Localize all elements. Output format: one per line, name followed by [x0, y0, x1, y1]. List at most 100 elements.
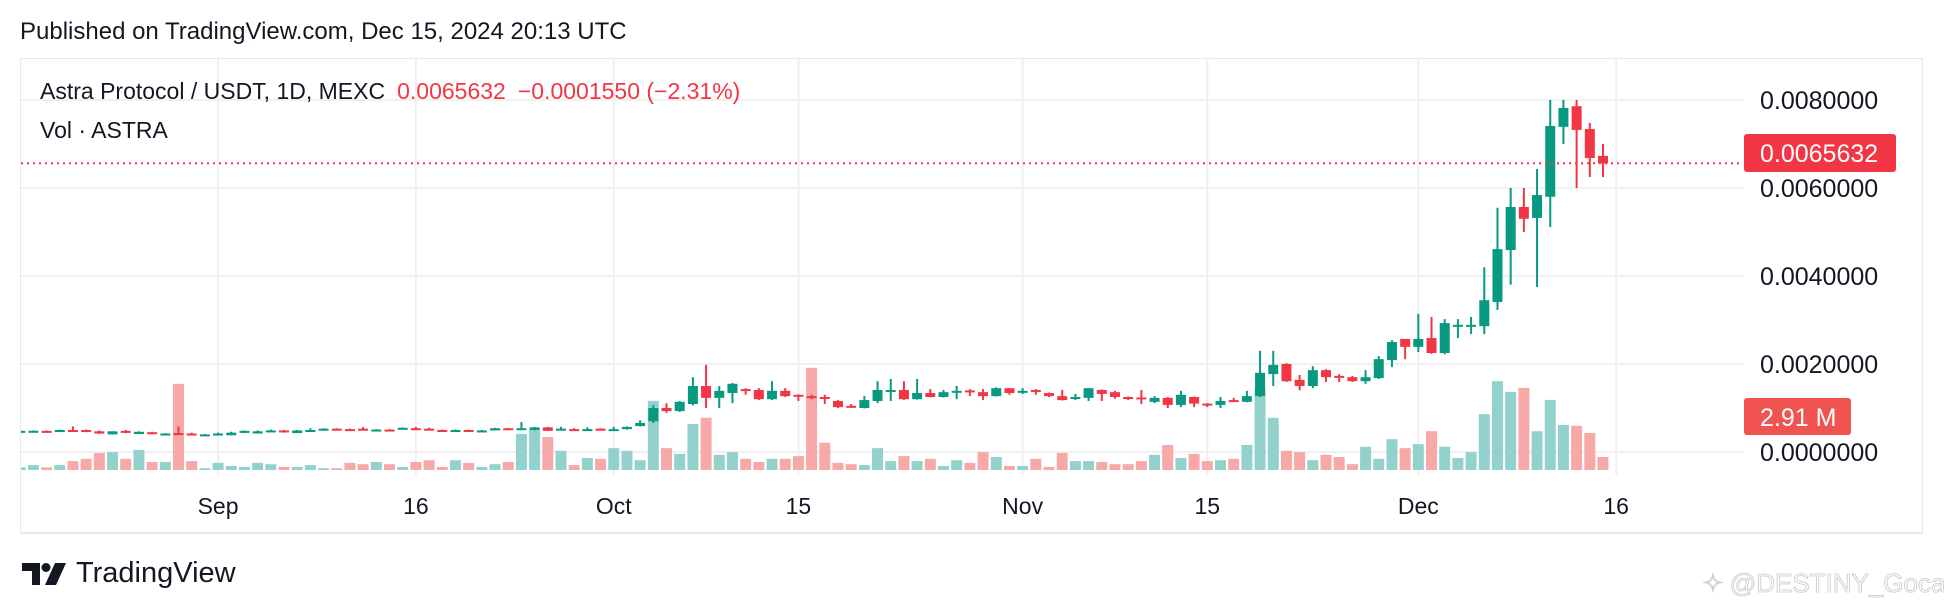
candle — [120, 430, 131, 434]
candle-body — [147, 432, 158, 435]
candle-body — [1149, 397, 1160, 402]
candle-body — [767, 390, 778, 400]
candle — [687, 377, 698, 406]
volume-bar — [1518, 387, 1530, 470]
volume-bar — [1267, 417, 1279, 470]
candle — [424, 427, 435, 431]
candle — [674, 400, 685, 412]
volume-bar — [938, 465, 949, 470]
candle — [1334, 374, 1345, 383]
candle-body — [991, 388, 1002, 397]
tradingview-logo[interactable]: TradingView — [22, 557, 236, 590]
volume-bar — [1043, 466, 1055, 470]
time-tick-label: Nov — [1002, 493, 1043, 519]
grid — [21, 59, 1743, 475]
candle — [964, 389, 975, 397]
last-volume-tag-bg — [1744, 398, 1851, 435]
candle — [701, 364, 712, 408]
last-price-tag-bg — [1744, 134, 1896, 172]
candle-body — [1070, 397, 1081, 399]
price-axis[interactable]: 0.0080000 0.0060000 0.0040000 0.0020000 0.00… — [1760, 87, 1878, 467]
volume-legend[interactable]: Vol · ASTRA — [40, 117, 168, 143]
volume-bar — [54, 465, 66, 470]
volume-bar — [67, 461, 79, 470]
volume-bar — [1412, 444, 1424, 470]
candle-body — [898, 389, 909, 400]
candle — [1492, 207, 1503, 310]
candle-body — [1598, 155, 1608, 164]
candle-body — [410, 428, 421, 431]
candle — [1136, 389, 1147, 405]
candle — [1109, 390, 1120, 399]
volume-bar — [898, 456, 910, 470]
candle — [1149, 396, 1160, 404]
candle — [1321, 369, 1332, 383]
candle-body — [885, 389, 896, 392]
tradingview-logo-icon — [22, 562, 66, 585]
volume-bar — [80, 458, 92, 470]
time-axis[interactable]: Sep 16 Oct 15 Nov 15 Dec 16 — [198, 493, 1629, 519]
price-tick-label: 0.0040000 — [1760, 263, 1878, 291]
volume-bar — [318, 468, 330, 470]
candle-body — [213, 433, 224, 436]
candle-body — [529, 427, 540, 430]
candle-body — [648, 408, 659, 422]
candle-body — [54, 430, 65, 432]
candle-body — [1321, 370, 1332, 378]
candle-body — [938, 392, 949, 397]
candle — [213, 432, 224, 436]
candle-body — [81, 430, 92, 432]
candle — [780, 388, 791, 397]
volume-bar — [1214, 460, 1226, 470]
candle — [160, 433, 171, 436]
candle — [1400, 338, 1411, 360]
candle — [331, 428, 342, 431]
time-tick-label: 15 — [786, 493, 812, 519]
candle-body — [1360, 377, 1371, 382]
volume-bar — [753, 461, 765, 470]
symbol-title[interactable]: Astra Protocol / USDT, 1D, MEXC — [40, 78, 386, 104]
candle — [1452, 319, 1463, 339]
candle-body — [635, 422, 646, 427]
candle-body — [1400, 338, 1411, 347]
candle — [252, 430, 263, 434]
volume-bar — [661, 448, 673, 470]
candle-body — [542, 427, 553, 431]
candle-body — [595, 428, 606, 431]
volume-bar — [951, 460, 963, 470]
volume-bar — [1254, 387, 1266, 470]
candle — [1228, 397, 1239, 403]
volume-bar — [370, 461, 382, 470]
candle — [1162, 397, 1173, 408]
candle — [991, 387, 1002, 397]
candle-body — [424, 428, 435, 431]
candle — [199, 433, 210, 437]
candle-body — [1426, 338, 1437, 353]
watermark-text: @DESTINY_Gocar — [1729, 568, 1944, 599]
candle-body — [859, 400, 870, 408]
volume-bar — [700, 417, 712, 470]
candle-body — [21, 430, 26, 433]
candle — [28, 430, 39, 433]
candle — [463, 429, 474, 432]
candle — [292, 430, 303, 434]
candle — [885, 378, 896, 401]
candle — [1175, 390, 1186, 408]
volume-bar — [608, 448, 620, 470]
candle-body — [569, 429, 580, 432]
candle — [41, 430, 52, 433]
candle — [503, 427, 514, 431]
volume-bar — [410, 461, 422, 470]
candle-body — [832, 400, 843, 408]
time-tick-label: Oct — [596, 493, 632, 519]
candle-body — [1017, 390, 1028, 393]
candle-body — [120, 430, 131, 433]
candle — [621, 426, 632, 430]
candle-body — [621, 426, 632, 430]
candle-body — [371, 429, 382, 432]
candle-body — [951, 390, 962, 393]
candle-body — [1294, 379, 1305, 386]
volume-bar — [423, 460, 435, 470]
candle — [1268, 350, 1279, 386]
